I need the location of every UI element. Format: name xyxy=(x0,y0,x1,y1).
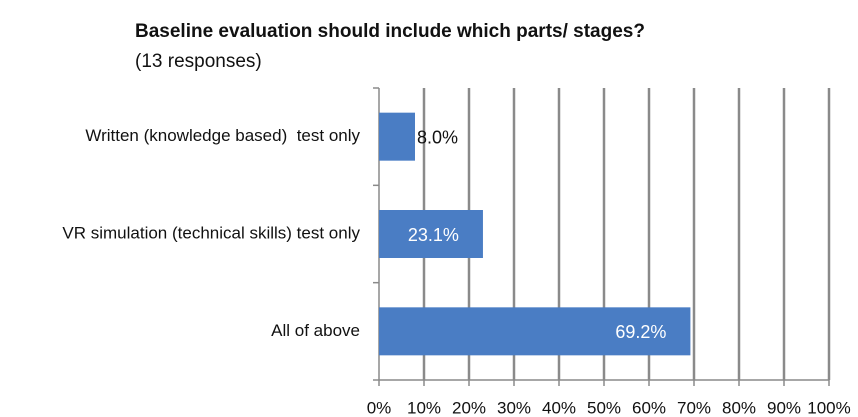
y-tick-label: Written (knowledge based) test only xyxy=(85,126,360,145)
x-tick-label: 100% xyxy=(807,398,850,417)
x-tick-label: 50% xyxy=(587,398,621,417)
bar xyxy=(379,307,691,356)
data-label: 69.2% xyxy=(615,322,666,342)
x-tick-label: 30% xyxy=(497,398,531,417)
bar xyxy=(379,112,415,161)
x-tick-label: 90% xyxy=(767,398,801,417)
y-tick-label: All of above xyxy=(271,321,360,340)
bar xyxy=(379,210,483,258)
x-tick-label: 20% xyxy=(452,398,486,417)
x-tick-label: 80% xyxy=(722,398,756,417)
x-tick-label: 40% xyxy=(542,398,576,417)
x-tick-label: 70% xyxy=(677,398,711,417)
chart-subtitle: (13 responses) xyxy=(135,51,262,72)
x-tick-label: 10% xyxy=(407,398,441,417)
data-label: 23.1% xyxy=(408,225,459,245)
x-tick-label: 60% xyxy=(632,398,666,417)
chart-title: Baseline evaluation should include which… xyxy=(135,21,645,42)
x-tick-label: 0% xyxy=(367,398,392,417)
data-label: 8.0% xyxy=(417,127,458,147)
y-tick-label: VR simulation (technical skills) test on… xyxy=(62,223,360,242)
